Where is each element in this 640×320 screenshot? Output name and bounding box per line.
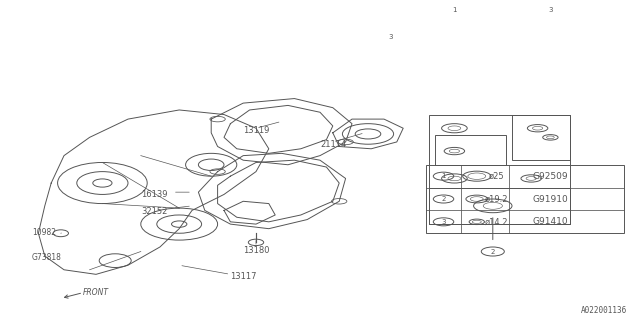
Text: 1: 1 [452,6,457,12]
Text: G92509: G92509 [532,172,568,181]
Text: 21114: 21114 [320,140,346,149]
Text: 10982: 10982 [32,228,56,236]
Text: 2: 2 [491,249,495,254]
Text: FRONT: FRONT [83,288,109,297]
Text: ø25: ø25 [488,172,504,181]
Text: G73818: G73818 [32,253,62,262]
Text: 3: 3 [441,219,446,225]
Text: 13119: 13119 [243,126,269,135]
Text: ø19.2: ø19.2 [484,195,508,204]
Text: 13117: 13117 [230,272,257,281]
Text: ø14.2: ø14.2 [484,217,508,226]
Text: G91910: G91910 [532,195,568,204]
Text: G91410: G91410 [532,217,568,226]
Text: 16139: 16139 [141,190,167,199]
Text: 2: 2 [442,196,445,202]
Text: 1: 1 [441,173,446,179]
Text: A022001136: A022001136 [581,307,627,316]
Text: 3: 3 [388,34,393,40]
Text: 32152: 32152 [141,207,167,216]
Text: 13180: 13180 [243,246,269,255]
Text: 3: 3 [548,6,553,12]
